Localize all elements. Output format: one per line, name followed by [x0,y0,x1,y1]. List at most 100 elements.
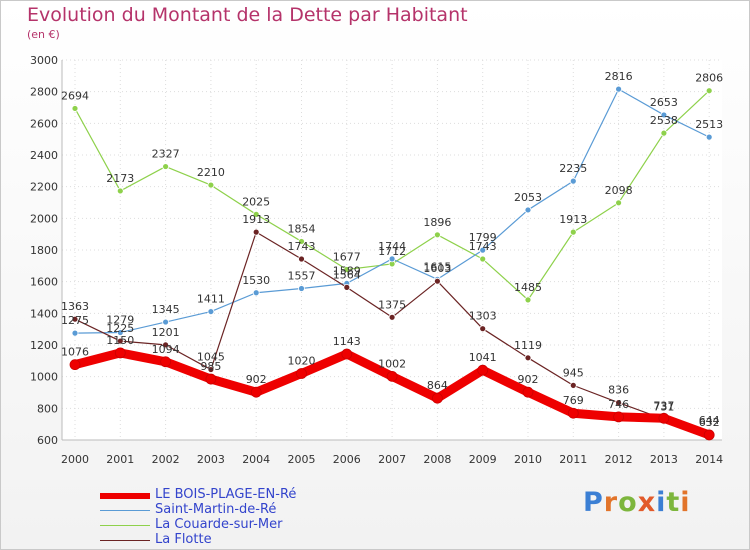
legend-swatch [100,525,150,526]
data-point [343,266,351,273]
data-point [613,411,624,423]
data-point [658,412,670,424]
logo-letter: t [666,487,681,518]
data-label: 769 [563,394,584,407]
data-label: 2327 [152,148,180,161]
data-label: 2210 [197,166,225,179]
data-point [298,255,305,263]
data-point [71,315,79,323]
data-label: 1375 [378,298,406,311]
data-point [615,85,622,93]
legend-swatch [100,510,150,511]
data-label: 1303 [469,310,497,323]
data-label: 1225 [106,322,134,335]
data-label: 746 [608,398,629,411]
data-point [433,231,441,239]
x-tick-label: 2010 [514,453,542,466]
data-label: 2816 [605,70,633,83]
data-label: 1799 [469,231,497,244]
data-label: 2053 [514,191,542,204]
x-tick-label: 2011 [559,453,587,466]
data-point [615,199,622,207]
data-label: 2806 [695,72,723,85]
data-point [252,289,260,297]
data-point [116,329,124,336]
data-point [207,308,215,315]
data-point [522,386,534,398]
data-point [479,246,487,254]
data-point [343,283,351,291]
y-tick-label: 2800 [30,86,58,99]
data-point [250,386,262,398]
data-label: 737 [653,399,674,412]
data-point [341,348,353,360]
data-label: 2098 [605,184,633,197]
data-label: 2694 [61,89,89,102]
data-label: 1744 [378,240,406,253]
data-point [207,181,215,189]
data-point [71,105,79,112]
data-label: 2513 [695,118,723,131]
data-label: 1589 [333,264,361,277]
data-label: 731 [653,400,674,413]
y-tick-label: 3000 [30,54,58,67]
data-point [162,318,170,326]
data-label: 1564 [333,268,361,281]
x-tick-label: 2000 [61,453,89,466]
data-point [116,337,124,345]
data-label: 1041 [469,351,497,364]
data-label: 1119 [514,339,542,352]
data-point [569,228,577,236]
data-label: 644 [699,414,720,427]
line-chart: 600 800 1000 1200 1400 1600 1800 2000 2200 2400 26… [30,54,723,466]
x-tick-label: 2001 [106,453,134,466]
legend-swatch [100,540,150,541]
legend-label: LE BOIS-PLAGE-EN-Ré [155,487,297,502]
data-point [205,373,217,385]
data-point [207,366,215,373]
data-label: 1896 [423,216,451,229]
data-point [660,129,668,137]
data-point [660,111,668,119]
data-point [252,228,260,236]
data-point [705,133,713,141]
logo-letter: r [603,487,619,518]
y-tick-label: 600 [37,434,58,447]
data-label: 1854 [288,222,316,235]
data-label: 1913 [559,213,587,226]
x-tick-label: 2002 [152,453,180,466]
legend-item-saint-martin: Saint-Martin-de-Ré [100,502,400,518]
data-point [116,187,124,195]
y-tick-label: 2000 [30,212,58,225]
y-tick-label: 2400 [30,149,58,162]
y-tick-label: 1000 [30,371,58,384]
data-label: 1743 [469,240,497,253]
data-label: 1045 [197,351,225,364]
data-label: 902 [518,373,539,386]
data-point [569,381,577,389]
data-point [114,347,126,359]
y-tick-label: 800 [37,402,58,415]
data-label: 2538 [650,114,678,127]
data-label: 836 [608,384,629,397]
data-label: 1345 [152,303,180,316]
data-point [160,356,172,368]
x-tick-label: 2003 [197,453,225,466]
logo-letter: o [618,487,638,518]
data-label: 1485 [514,281,542,294]
data-label: 2653 [650,96,678,109]
data-label: 1712 [378,245,406,258]
chart-legend: LE BOIS-PLAGE-EN-Ré Saint-Martin-de-Ré L… [100,484,400,548]
data-label: 2025 [242,195,270,208]
x-tick-label: 2007 [378,453,406,466]
legend-item-la-flotte: La Flotte [100,532,400,548]
data-label: 1603 [423,262,451,275]
data-label: 1411 [197,293,225,306]
data-point [524,354,532,362]
data-point [162,163,170,170]
x-tick-label: 2012 [605,453,633,466]
data-point [298,285,305,292]
data-point [71,329,79,337]
data-label: 902 [246,373,267,386]
x-tick-label: 2004 [242,453,270,466]
